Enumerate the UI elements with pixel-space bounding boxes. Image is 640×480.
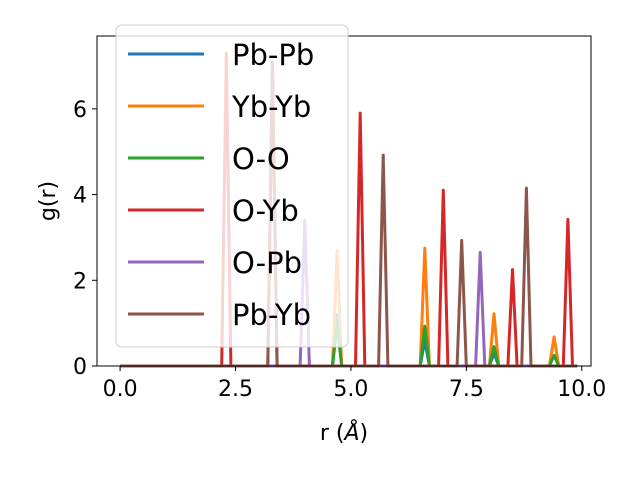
legend-label: O-O: [232, 142, 290, 176]
y-tick-label: 6: [73, 98, 87, 123]
legend-label: O-Pb: [232, 246, 302, 280]
x-axis-label: r (Å): [320, 419, 368, 446]
x-tick-label: 10.0: [557, 377, 606, 402]
y-tick-label: 0: [73, 355, 87, 380]
legend-label: O-Yb: [232, 194, 299, 228]
y-tick-label: 2: [73, 269, 87, 294]
x-tick-label: 0.0: [103, 377, 138, 402]
y-axis-label: g(r): [36, 181, 61, 221]
legend: Pb-Pb Yb-Yb O-O O-Yb O-Pb Pb-Yb: [115, 24, 349, 348]
x-axis-label-text: r (: [320, 421, 345, 446]
legend-label: Yb-Yb: [231, 90, 311, 124]
legend-label: Pb-Pb: [232, 38, 314, 72]
x-axis-label-close: ): [360, 421, 369, 446]
x-tick-label: 2.5: [218, 377, 253, 402]
legend-label: Pb-Yb: [232, 298, 311, 332]
y-tick-label: 4: [73, 184, 87, 209]
x-axis: 0.0 2.5 5.0 7.5 10.0: [103, 366, 606, 402]
x-axis-label-unit: Å: [342, 419, 359, 446]
x-tick-label: 7.5: [449, 377, 484, 402]
y-axis: 0 2 4 6: [73, 98, 97, 380]
x-tick-label: 5.0: [333, 377, 368, 402]
